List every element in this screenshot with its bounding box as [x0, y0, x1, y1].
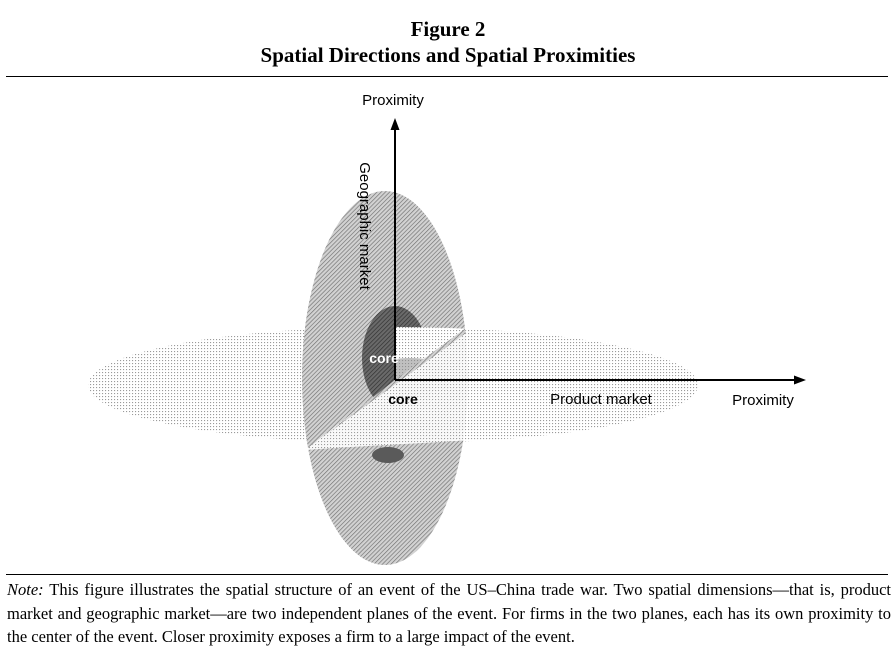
core-label-vertical: core	[369, 350, 399, 366]
product-market-plane-front	[305, 330, 470, 450]
spatial-diagram: Proximity Proximity Product market Geogr…	[88, 92, 806, 565]
figure-title: Spatial Directions and Spatial Proximiti…	[260, 43, 636, 67]
top-rule	[6, 76, 888, 77]
geographic-market-label: Geographic market	[356, 162, 373, 290]
vertical-axis-arrowhead	[390, 118, 400, 130]
horizontal-axis-arrowhead	[794, 375, 806, 385]
horizontal-axis-label: Proximity	[732, 392, 794, 409]
note-label: Note:	[7, 580, 44, 599]
bottom-rule	[6, 574, 888, 575]
figure-note: Note: This figure illustrates the spatia…	[7, 578, 891, 649]
core-label-horizontal: core	[388, 391, 418, 407]
geographic-core-lower	[372, 447, 404, 463]
vertical-axis-label: Proximity	[362, 92, 424, 109]
product-market-label: Product market	[550, 391, 653, 408]
note-text: This figure illustrates the spatial stru…	[7, 580, 891, 646]
figure-number: Figure 2	[410, 17, 486, 41]
geographic-market-plane-front-left	[302, 300, 395, 450]
